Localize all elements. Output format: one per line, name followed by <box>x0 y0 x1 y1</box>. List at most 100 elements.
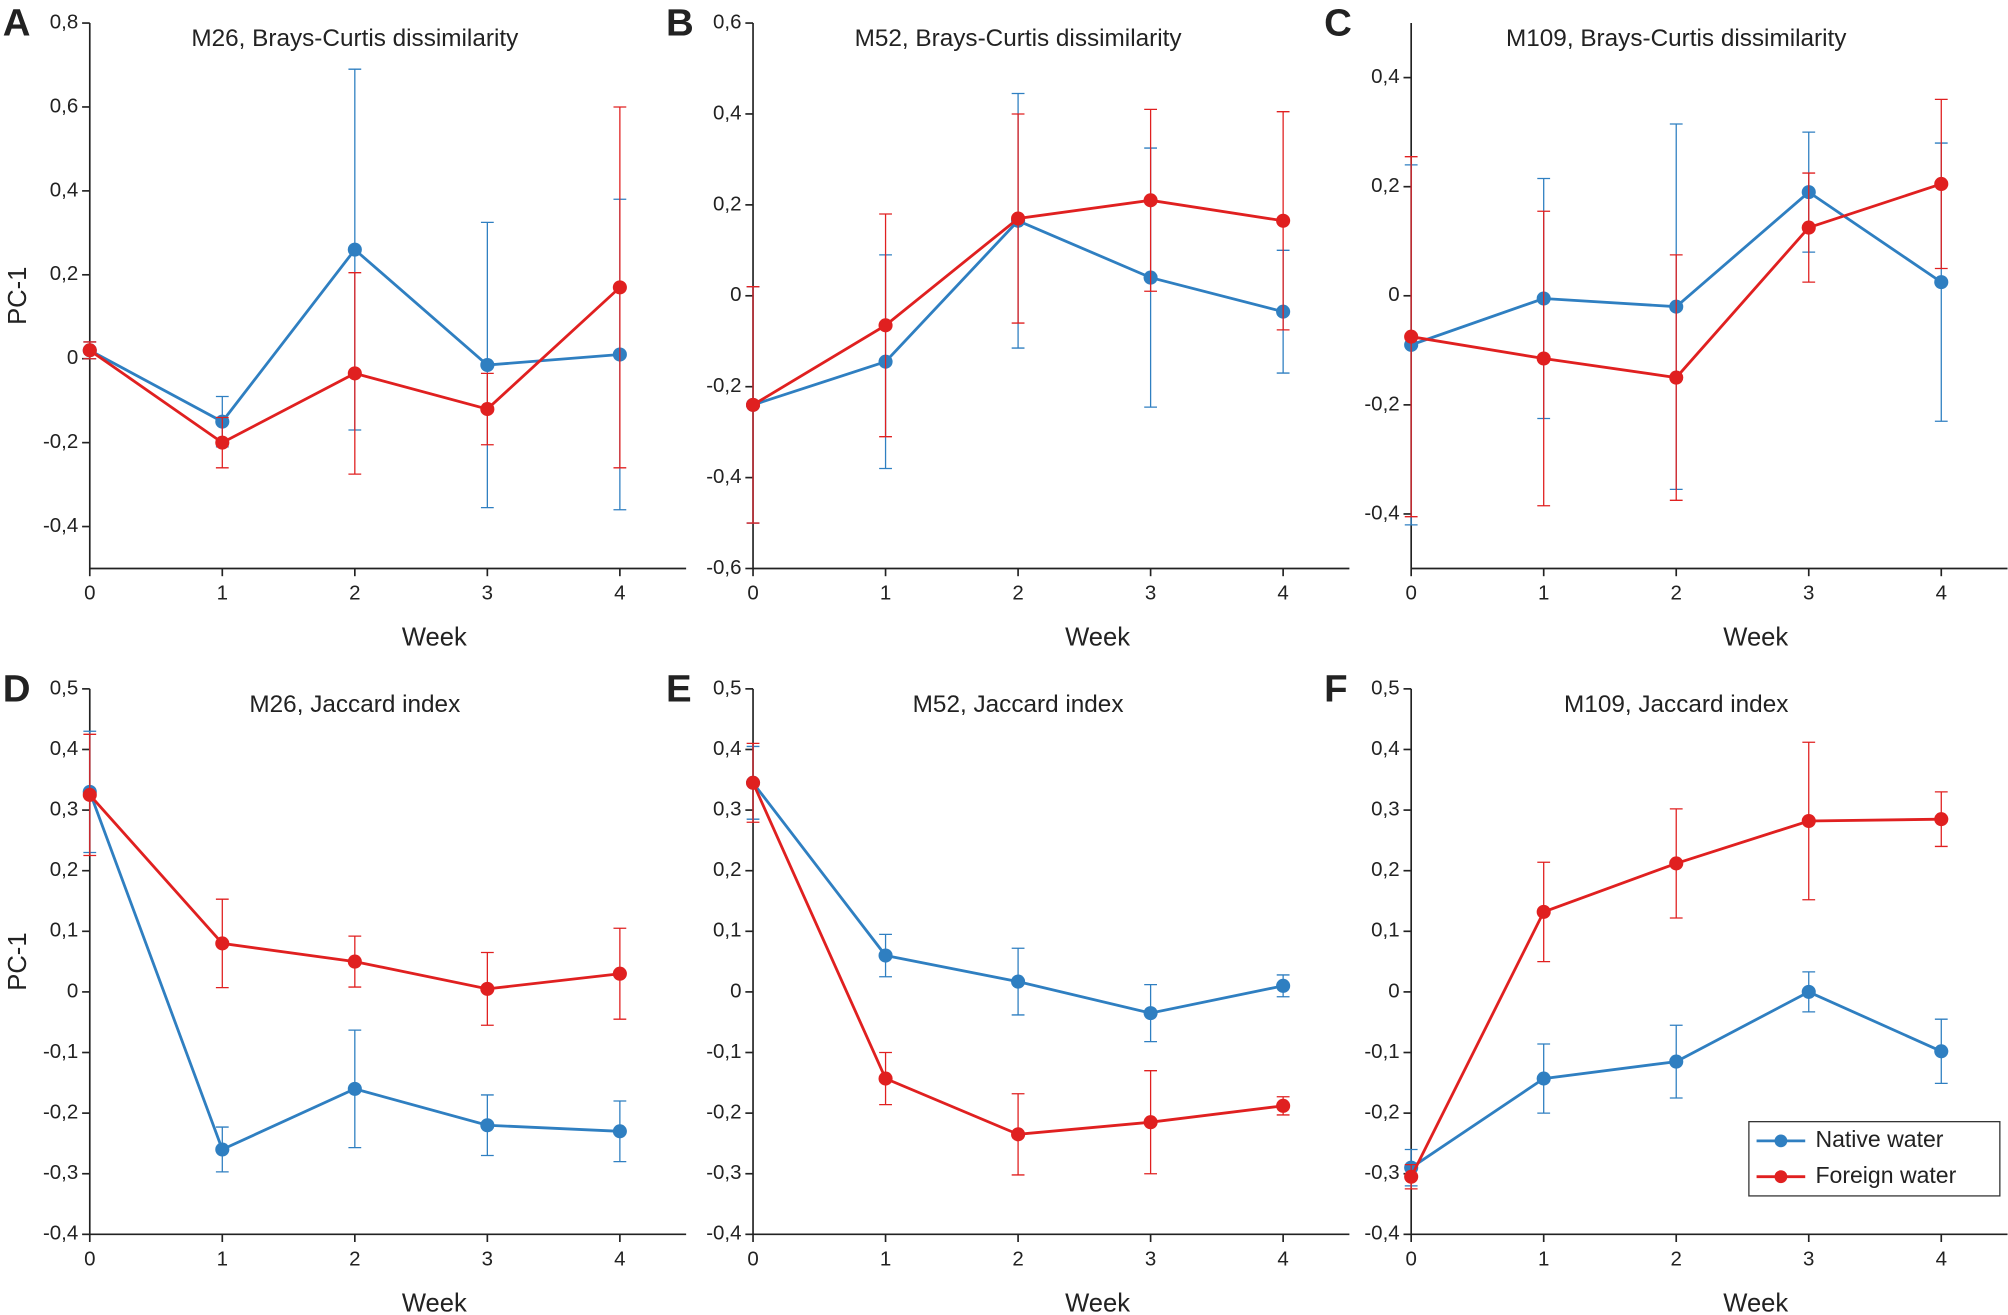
y-tick-label: 0,6 <box>50 94 78 117</box>
data-point <box>1011 974 1026 989</box>
y-tick-label: 0 <box>730 283 741 306</box>
data-point <box>1934 812 1949 827</box>
y-tick-label: -0,6 <box>706 556 741 579</box>
x-tick-label: 1 <box>217 582 228 605</box>
y-tick-label: -0,4 <box>43 514 78 537</box>
data-point <box>1801 220 1816 235</box>
y-tick-label: 0,5 <box>50 676 78 699</box>
legend-marker <box>1774 1134 1788 1148</box>
panel-letter: E <box>666 668 692 711</box>
x-tick-label: 4 <box>614 582 625 605</box>
y-tick-label: 0,1 <box>50 919 78 942</box>
data-point <box>480 1118 495 1133</box>
data-point <box>878 1071 893 1086</box>
x-tick-label: 1 <box>1538 582 1549 605</box>
data-point <box>612 1124 627 1139</box>
data-point <box>347 954 362 969</box>
y-tick-label: -0,1 <box>706 1040 741 1063</box>
data-point <box>1669 856 1684 871</box>
data-point <box>745 775 761 790</box>
x-tick-label: 2 <box>1671 1247 1682 1270</box>
x-tick-label: 4 <box>1936 1247 1947 1270</box>
data-point <box>878 318 893 333</box>
data-point <box>1143 1006 1158 1021</box>
y-tick-label: -0,4 <box>706 465 741 488</box>
y-tick-label: 0,4 <box>50 178 78 201</box>
chart-title: M52, Jaccard index <box>913 691 1124 718</box>
data-point <box>878 948 893 963</box>
x-axis-label: Week <box>1065 624 1130 652</box>
data-point <box>1934 275 1949 290</box>
data-point <box>480 402 495 417</box>
data-point <box>1536 1071 1551 1086</box>
x-tick-label: 1 <box>217 1247 228 1270</box>
y-tick-label: 0 <box>730 979 741 1002</box>
y-tick-label: -0,2 <box>706 374 741 397</box>
data-point <box>1669 370 1684 385</box>
x-tick-label: 2 <box>1671 582 1682 605</box>
y-tick-label: 0 <box>67 979 78 1002</box>
x-tick-label: 3 <box>482 1247 493 1270</box>
legend-box <box>1748 1121 2001 1197</box>
x-tick-label: 4 <box>1277 582 1288 605</box>
legend-marker <box>1774 1170 1788 1184</box>
y-tick-label: -0,2 <box>43 1101 78 1124</box>
data-point <box>1934 1044 1949 1059</box>
x-axis-label: Week <box>402 1290 467 1315</box>
data-point <box>1276 213 1291 228</box>
chart-title: M52, Brays-Curtis dissimilarity <box>855 25 1183 52</box>
x-tick-label: 0 <box>84 1247 95 1270</box>
data-point <box>1276 978 1291 993</box>
y-tick-label: 0,2 <box>50 858 78 881</box>
x-tick-label: 0 <box>747 1247 758 1270</box>
x-tick-label: 2 <box>349 582 360 605</box>
data-point <box>1801 984 1816 999</box>
y-tick-label: 0,3 <box>713 797 741 820</box>
data-point <box>347 1081 362 1096</box>
y-tick-label: -0,1 <box>43 1040 78 1063</box>
data-point <box>1143 1115 1158 1130</box>
chart-title: M109, Jaccard index <box>1564 691 1788 718</box>
y-tick-label: -0,4 <box>1364 1222 1399 1245</box>
data-point <box>82 787 97 802</box>
data-point <box>1801 813 1816 829</box>
data-point <box>215 936 230 951</box>
x-tick-label: 3 <box>482 582 493 605</box>
x-tick-label: 4 <box>1277 1247 1288 1270</box>
x-tick-label: 0 <box>1405 582 1416 605</box>
y-tick-label: -0,2 <box>1364 392 1399 415</box>
chart-title: M109, Brays-Curtis dissimilarity <box>1506 25 1847 52</box>
data-point <box>82 343 97 358</box>
y-tick-label: 0,1 <box>713 919 741 942</box>
x-tick-label: 0 <box>747 582 758 605</box>
y-tick-label: 0,4 <box>50 737 78 760</box>
x-tick-label: 4 <box>614 1247 625 1270</box>
x-tick-label: 2 <box>1012 582 1023 605</box>
data-point <box>1404 329 1419 344</box>
y-tick-label: -0,4 <box>1364 501 1399 524</box>
y-tick-label: 0 <box>67 346 78 369</box>
panel-letter: C <box>1324 2 1352 45</box>
data-point <box>1276 1098 1291 1113</box>
x-tick-label: 2 <box>349 1247 360 1270</box>
data-point <box>347 366 362 381</box>
panel-letter: B <box>666 2 694 45</box>
data-point <box>347 242 362 257</box>
y-tick-label: 0,2 <box>50 262 78 285</box>
chart-title: M26, Jaccard index <box>249 691 460 718</box>
x-axis-label: Week <box>402 624 467 652</box>
y-tick-label: 0,8 <box>50 10 78 33</box>
y-tick-label: 0,4 <box>1371 737 1399 760</box>
x-tick-label: 3 <box>1803 1247 1814 1270</box>
y-tick-label: -0,1 <box>1364 1040 1399 1063</box>
x-tick-label: 0 <box>84 582 95 605</box>
y-tick-label: 0,4 <box>713 101 741 124</box>
data-point <box>1536 351 1551 366</box>
data-point <box>612 966 627 981</box>
x-axis-label: Week <box>1723 624 1788 652</box>
y-tick-label: 0,5 <box>1371 676 1399 699</box>
data-point <box>745 397 761 412</box>
x-tick-label: 3 <box>1145 582 1156 605</box>
legend-label: Foreign water <box>1815 1162 1956 1188</box>
